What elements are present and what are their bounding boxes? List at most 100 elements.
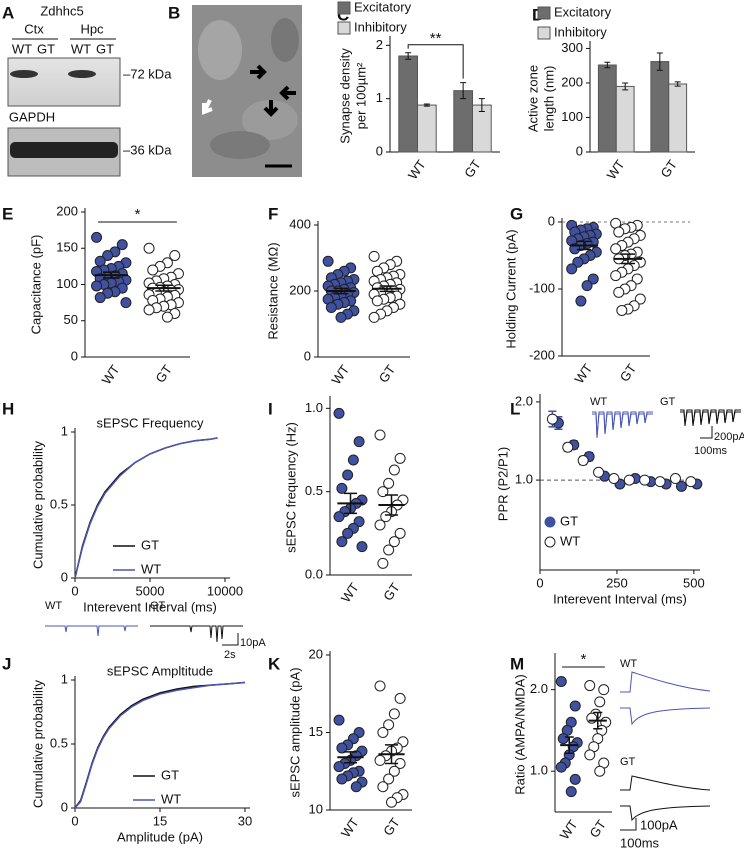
trace [620,775,711,791]
data-point [94,292,106,304]
blot-panel: A Zdhhc5 Ctx Hpc WT GT WT GT –72 kDa GAP… [2,3,172,177]
data-point [577,455,589,467]
data-point [377,781,389,793]
y-tick-label: 0 [304,348,311,363]
x-tick-label: 500 [683,575,705,590]
series-line [74,437,218,579]
y-tick-label: 1.0 [515,472,533,487]
series-line [74,681,246,809]
bar [650,61,670,153]
data-point [594,765,606,777]
inset-label: WT [590,396,607,408]
error-bar [405,52,412,60]
arrow [250,64,267,80]
data-point [333,714,345,726]
y-tick-label: 0.5 [50,735,68,750]
y-tick-label: 20 [309,646,323,661]
data-point [120,297,132,309]
data-point [336,482,348,494]
y-axis-label: Holding Current (pA) [503,229,518,348]
x-tick-label: 250 [606,575,628,590]
data-point [546,413,558,425]
legend-swatch [337,21,351,35]
legend-swatch [544,536,556,548]
scale-label: 100ms [694,445,728,457]
legend-label: GT [161,767,179,782]
inset-label: GT [150,600,166,612]
texture [271,18,299,62]
x-tick-label: 5000 [136,583,165,598]
scale-label: 100pA [640,817,678,832]
sem-bar [593,711,603,730]
data-point [587,273,599,285]
error-bar [622,82,629,91]
y-tick-label: 0.0 [305,566,323,581]
sem-bar [379,285,395,293]
y-tick-label: 200 [56,203,78,218]
data-point [374,519,386,531]
sem-bar [564,736,574,755]
marker-label: –72 kDa [123,66,172,81]
y-axis-label: length (nm) [541,66,556,132]
trace [620,707,711,726]
y-tick-label: -200 [529,347,555,362]
band [10,142,118,158]
texture [242,100,298,140]
legend-label: Excitatory [554,4,612,19]
arrow [263,100,279,117]
data-point [374,429,386,441]
data-point [116,239,128,251]
x-tick-label: GT [380,580,403,603]
data-point [371,295,383,307]
data-point [333,761,345,773]
data-point [91,231,103,243]
region-label: Hpc [80,21,104,36]
y-tick-label: 2 [376,37,383,52]
data-point [616,304,628,316]
y-tick-label: 2.0 [530,681,548,696]
y-tick-label: 0 [576,143,583,158]
x-tick-label: 0 [71,583,78,598]
data-point [353,436,365,448]
error-bar [674,81,681,87]
y-tick-label: 1.0 [305,400,323,415]
sem-bar [102,271,120,279]
y-tick-label: 1 [376,90,383,105]
error-bar [604,61,611,69]
x-tick-label: WT [571,361,595,386]
data-point [634,293,646,305]
error-bar [478,98,485,112]
data-point [368,311,380,323]
x-axis-label: Amplitude (pA) [117,829,203,844]
trace [150,625,243,643]
data-point [555,675,567,687]
data-point [608,473,620,485]
data-point [336,742,348,754]
data-point [143,304,155,316]
y-tick-label: 0 [376,143,383,158]
data-point [631,273,643,285]
lane-label: WT [12,41,32,56]
y-tick-label: 300 [561,40,583,55]
x-tick-label: GT [152,362,175,385]
x-tick-label: GT [657,157,680,180]
y-tick-label: 150 [56,240,78,255]
inset-label: GT [660,396,676,408]
y-axis-label: Synapse density [337,48,352,144]
data-point [169,250,181,261]
data-point [569,700,581,712]
panel-label: B [168,3,180,22]
sem-bar [620,253,636,265]
bar [417,104,437,153]
significance-label: * [581,651,587,668]
panel-label: K [268,654,281,673]
data-point [565,786,577,798]
inset-traces: WT GT 10pA 2s [45,600,266,661]
band [68,70,96,78]
x-tick-label: WT [557,817,581,842]
data-point [383,544,395,556]
data-point [610,270,622,282]
inset-traces: WT GT 200pA 100ms [590,396,744,457]
data-point [347,454,359,466]
data-point [593,466,605,478]
